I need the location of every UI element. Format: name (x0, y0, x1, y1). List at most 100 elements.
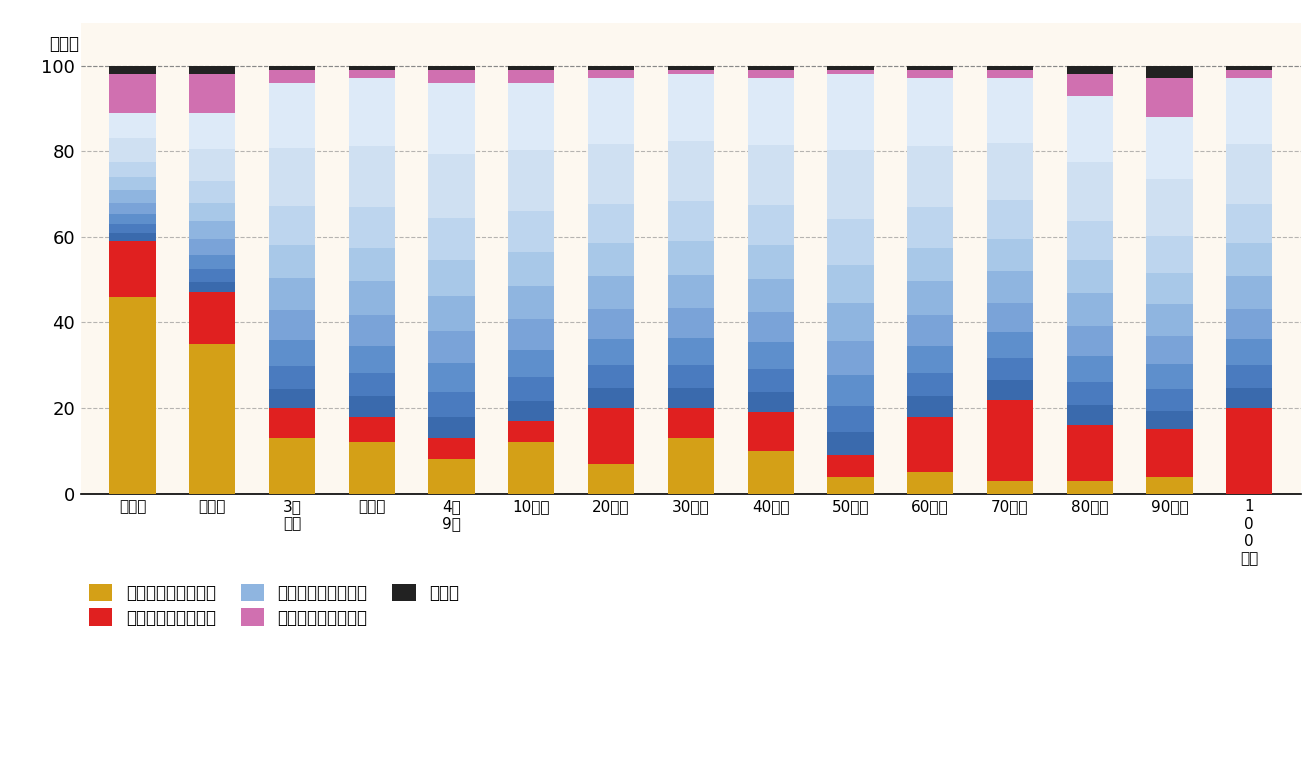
Bar (828, 74, 874, 150)
Bar (349, 247, 395, 281)
Bar (588, 365, 634, 388)
Bar (747, 245, 794, 279)
Bar (1227, 244, 1273, 276)
Bar (667, 438, 715, 493)
Bar (1146, 389, 1192, 411)
Bar (190, 254, 236, 269)
Bar (349, 345, 395, 373)
Bar (1227, 70, 1273, 78)
Bar (747, 312, 794, 342)
Bar (268, 366, 316, 388)
Bar (1146, 429, 1192, 477)
Bar (1066, 96, 1113, 161)
Bar (747, 413, 794, 451)
Bar (508, 401, 554, 421)
Bar (828, 150, 874, 219)
Bar (349, 316, 395, 345)
Bar (1146, 66, 1192, 78)
Bar (907, 70, 953, 78)
Bar (1066, 161, 1113, 221)
Bar (987, 358, 1033, 381)
Bar (588, 388, 634, 408)
Bar (987, 78, 1033, 143)
Bar (828, 455, 874, 477)
Bar (828, 219, 874, 265)
Bar (429, 83, 475, 153)
Bar (588, 144, 634, 204)
Bar (588, 276, 634, 309)
Bar (747, 66, 794, 70)
Bar (109, 189, 155, 203)
Bar (349, 396, 395, 417)
Bar (429, 438, 475, 460)
Bar (190, 66, 236, 74)
Bar (349, 146, 395, 207)
Bar (828, 66, 874, 70)
Bar (1227, 276, 1273, 309)
Bar (109, 66, 155, 74)
Bar (429, 460, 475, 493)
Bar (907, 66, 953, 70)
Bar (109, 233, 155, 241)
Bar (109, 241, 155, 297)
Bar (1066, 294, 1113, 327)
Bar (1066, 327, 1113, 356)
Bar (828, 70, 874, 74)
Bar (667, 141, 715, 201)
Bar (667, 388, 715, 408)
Bar (987, 399, 1033, 481)
Bar (828, 265, 874, 303)
Bar (907, 417, 953, 472)
Bar (1227, 365, 1273, 388)
Bar (1066, 382, 1113, 406)
Bar (268, 340, 316, 366)
Bar (828, 406, 874, 432)
Bar (747, 279, 794, 312)
Bar (1066, 481, 1113, 493)
Bar (667, 241, 715, 275)
Bar (987, 66, 1033, 70)
Bar (190, 239, 236, 254)
Bar (588, 339, 634, 365)
Bar (588, 204, 634, 244)
Bar (1066, 221, 1113, 261)
Bar (1146, 477, 1192, 493)
Bar (268, 388, 316, 408)
Bar (508, 421, 554, 442)
Bar (1227, 388, 1273, 408)
Text: （％）: （％） (49, 34, 79, 52)
Bar (429, 417, 475, 438)
Bar (1066, 406, 1113, 425)
Bar (349, 66, 395, 70)
Bar (828, 375, 874, 406)
Bar (429, 331, 475, 363)
Bar (268, 311, 316, 340)
Bar (667, 74, 715, 141)
Bar (268, 148, 316, 207)
Bar (987, 70, 1033, 78)
Bar (349, 417, 395, 442)
Bar (109, 203, 155, 215)
Bar (429, 218, 475, 261)
Bar (987, 381, 1033, 399)
Bar (1227, 66, 1273, 70)
Bar (268, 66, 316, 70)
Bar (190, 149, 236, 181)
Bar (747, 392, 794, 413)
Bar (429, 70, 475, 83)
Bar (907, 207, 953, 247)
Bar (349, 70, 395, 78)
Bar (349, 442, 395, 493)
Bar (190, 74, 236, 113)
Bar (1066, 261, 1113, 294)
Bar (1146, 336, 1192, 364)
Bar (987, 200, 1033, 239)
Bar (907, 373, 953, 396)
Bar (987, 303, 1033, 332)
Bar (828, 303, 874, 341)
Bar (109, 297, 155, 493)
Bar (667, 70, 715, 74)
Bar (109, 74, 155, 113)
Bar (747, 369, 794, 392)
Bar (667, 365, 715, 388)
